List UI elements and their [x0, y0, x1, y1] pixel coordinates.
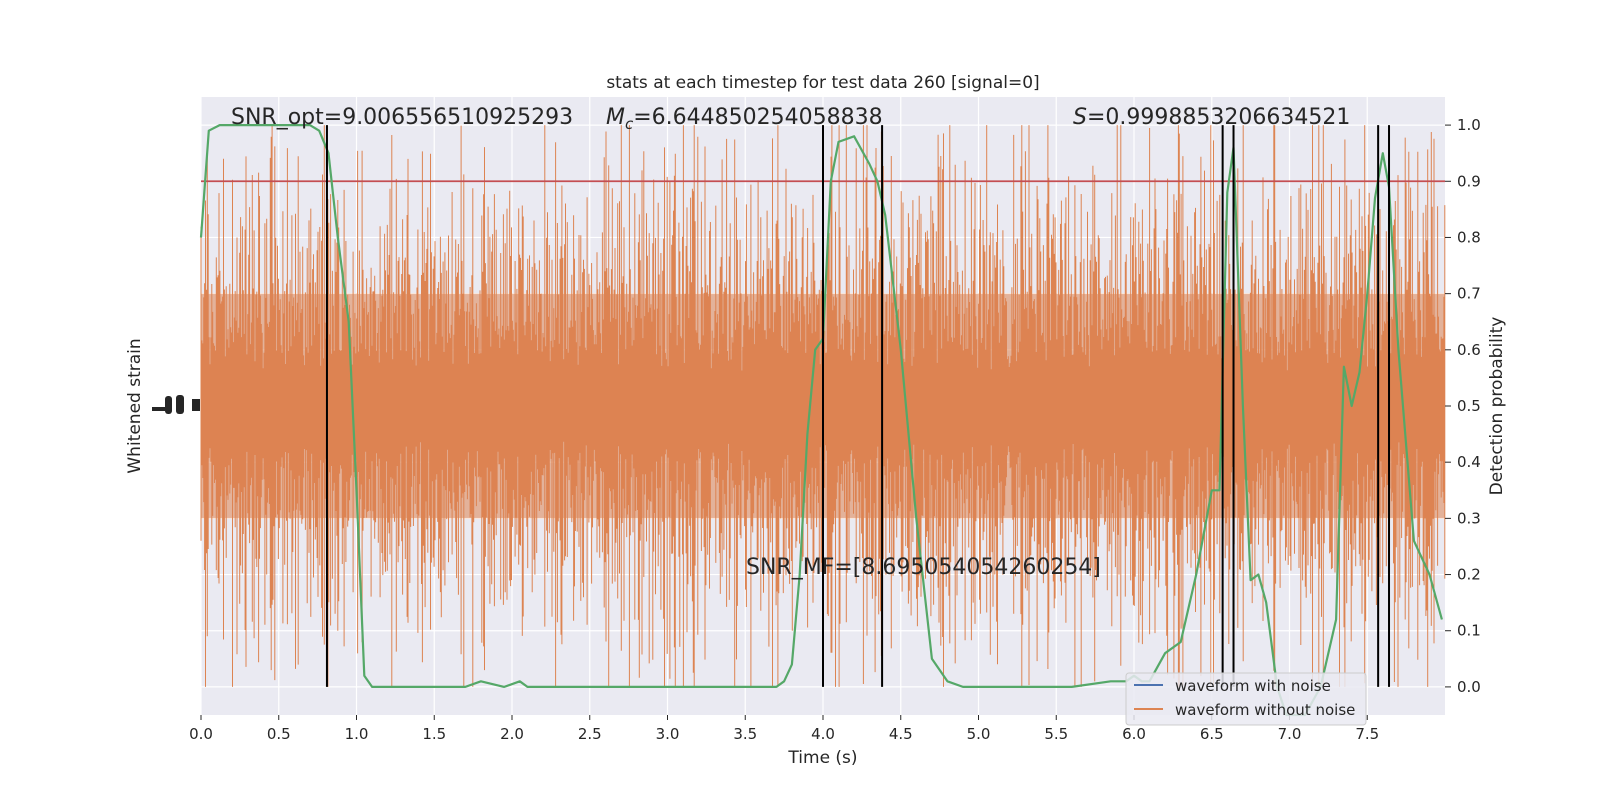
y-tick-label: 0.8	[1457, 228, 1481, 246]
s-value: =0.9998853206634521	[1087, 105, 1350, 130]
x-tick-label: 4.0	[811, 725, 835, 743]
chirp-mass-annotation: Mc=6.644850254058838	[606, 105, 883, 133]
event-markers	[325, 125, 1391, 687]
x-tick-label: 3.5	[733, 725, 757, 743]
x-axis-label: Time (s)	[787, 748, 857, 768]
y-right-ticks: 0.0 0.1 0.2 0.3 0.4 0.5 0.6 0.7 0.8 0.9 1.0	[1445, 116, 1481, 696]
y-tick-label: 0.6	[1457, 341, 1481, 359]
y-tick-label: 0.4	[1457, 453, 1481, 471]
left-axis-glyph	[152, 395, 200, 414]
legend-label-without-noise: waveform without noise	[1175, 701, 1355, 719]
legend-label-with-noise: waveform with noise	[1175, 677, 1331, 695]
x-tick-label: 7.5	[1355, 725, 1379, 743]
x-tick-label: 4.5	[889, 725, 913, 743]
x-tick-label: 5.0	[967, 725, 991, 743]
x-tick-label: 0.0	[189, 725, 213, 743]
y-axis-label-left: Whitened strain	[125, 338, 145, 473]
y-tick-label: 0.9	[1457, 172, 1481, 190]
chirp-mass-value: =6.644850254058838	[633, 105, 882, 130]
chirp-mass-subscript: c	[625, 115, 634, 133]
y-axis-label-right: Detection probability	[1487, 317, 1507, 496]
s-symbol: S	[1073, 105, 1087, 130]
x-tick-label: 0.5	[267, 725, 291, 743]
x-tick-label: 7.0	[1278, 725, 1302, 743]
x-tick-label: 2.0	[500, 725, 524, 743]
x-tick-label: 1.0	[345, 725, 369, 743]
chirp-mass-symbol: M	[606, 105, 625, 130]
y-tick-label: 0.3	[1457, 509, 1481, 527]
y-tick-label: 0.5	[1457, 397, 1481, 415]
x-ticks: 0.0 0.5 1.0 1.5 2.0 2.5 3.0 3.5 4.0 4.5 5.0 5.5 6.0 6…	[189, 715, 1379, 743]
x-tick-label: 5.5	[1044, 725, 1068, 743]
x-tick-label: 1.5	[422, 725, 446, 743]
x-tick-label: 6.5	[1200, 725, 1224, 743]
snr-opt-annotation: SNR_opt=9.006556510925293	[231, 105, 573, 130]
snr-mf-annotation: SNR_MF=[8.695054054260254]	[746, 555, 1101, 580]
x-tick-label: 6.0	[1122, 725, 1146, 743]
s-annotation: S=0.9998853206634521	[1073, 105, 1350, 130]
y-tick-label: 0.1	[1457, 622, 1481, 640]
legend-box	[1125, 672, 1367, 726]
x-tick-label: 2.5	[578, 725, 602, 743]
y-tick-label: 1.0	[1457, 116, 1481, 134]
x-tick-label: 3.0	[656, 725, 680, 743]
legend: waveform with noise waveform without noi…	[1125, 672, 1367, 726]
y-tick-label: 0.7	[1457, 285, 1481, 303]
y-tick-label: 0.2	[1457, 566, 1481, 584]
y-tick-label: 0.0	[1457, 678, 1481, 696]
chart-title: stats at each timestep for test data 260…	[606, 73, 1039, 93]
